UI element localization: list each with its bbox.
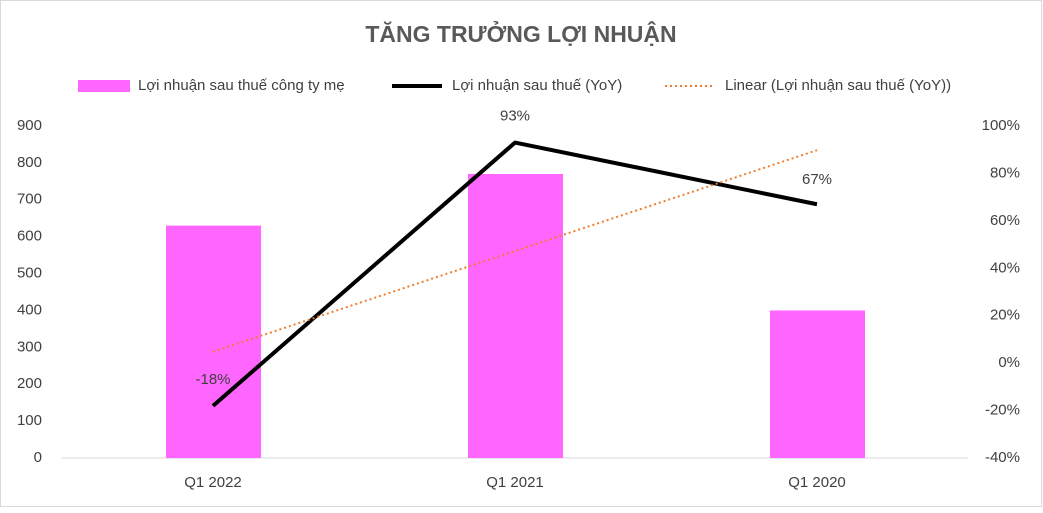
data-label: 93%	[500, 108, 530, 125]
y-tick-label: 700	[17, 191, 42, 208]
x-tick-label: Q1 2020	[788, 474, 846, 491]
y2-tick-label: 80%	[990, 164, 1020, 181]
legend-swatch	[78, 80, 130, 92]
legend-label: Lợi nhuận sau thuế (YoY)	[452, 77, 622, 94]
bar	[166, 225, 261, 458]
y-tick-label: 800	[17, 154, 42, 171]
bar	[468, 173, 563, 458]
y2-tick-label: 0%	[998, 354, 1020, 371]
chart-title: TĂNG TRƯỞNG LỢI NHUẬN	[365, 19, 676, 47]
legend-label: Linear (Lợi nhuận sau thuế (YoY))	[725, 77, 951, 94]
data-label: 67%	[802, 171, 832, 188]
y-tick-label: 300	[17, 338, 42, 355]
bar	[770, 310, 865, 458]
legend-label: Lợi nhuận sau thuế công ty mẹ	[138, 77, 345, 94]
y-tick-label: 500	[17, 265, 42, 282]
y2-tick-label: 40%	[990, 259, 1020, 276]
x-tick-label: Q1 2022	[184, 474, 242, 491]
trendline	[212, 149, 818, 353]
y-tick-label: 100	[17, 412, 42, 429]
y-tick-label: 0	[34, 449, 42, 466]
y2-tick-label: 60%	[990, 212, 1020, 229]
y-tick-label: 200	[17, 375, 42, 392]
data-label: -18%	[195, 371, 230, 388]
y2-tick-label: -20%	[985, 402, 1020, 419]
y-tick-label: 400	[17, 301, 42, 318]
y2-tick-label: 100%	[982, 117, 1020, 134]
y-tick-label: 600	[17, 228, 42, 245]
y2-tick-label: -40%	[985, 449, 1020, 466]
y2-tick-label: 20%	[990, 307, 1020, 324]
y-tick-label: 900	[17, 117, 42, 134]
x-tick-label: Q1 2021	[486, 474, 544, 491]
